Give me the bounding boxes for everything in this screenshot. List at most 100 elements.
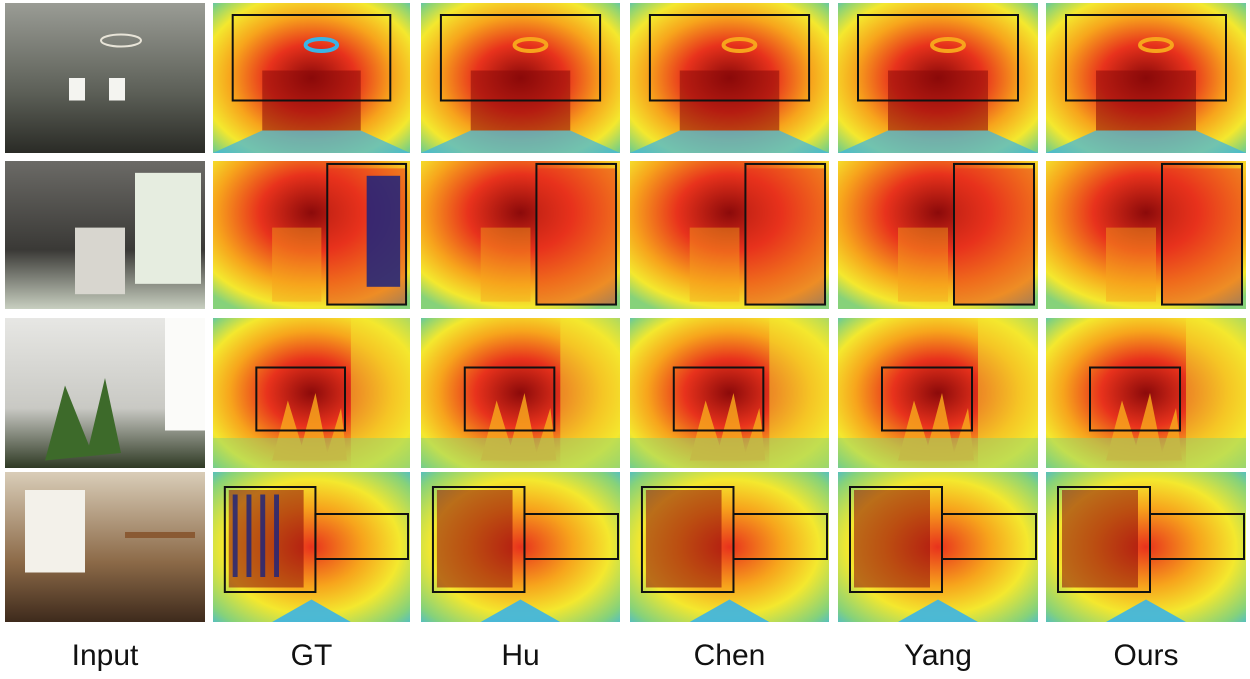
plant [689,393,766,461]
tile-image [213,318,410,468]
tile-input-row-4 [5,472,205,622]
floor [838,130,1038,153]
tile-hu-row-2 [421,161,620,309]
window-region [1162,168,1242,305]
window-wall [560,318,620,468]
tile-image [213,161,410,309]
highlight-box [857,14,1019,102]
ring-lamp [100,33,142,48]
tile-image [838,318,1038,468]
floor [838,438,1038,468]
window-recess [228,490,304,588]
window-region [536,168,617,305]
tile-yang-row-2 [838,161,1038,309]
window-recess [854,490,930,588]
tile-gt-row-3 [213,318,410,468]
plant [1106,393,1182,461]
shelf [75,227,125,295]
highlight-box [314,513,410,560]
window-wall [350,318,410,468]
tile-hu-row-4 [421,472,620,622]
tile-image [5,318,205,468]
highlight-box [523,513,620,560]
highlight-box [463,366,556,432]
invalid-depth [274,494,279,577]
tile-image [838,472,1038,622]
tile-ours-row-3 [1046,318,1246,468]
tile-input-row-1 [5,3,205,153]
tile-image [421,318,620,468]
tile-ours-row-2 [1046,161,1246,309]
window-wall [1186,318,1246,468]
window-recess [645,490,722,588]
tile-image [1046,472,1246,622]
shelf [689,227,740,302]
tile-image [213,3,410,153]
floor [630,130,829,153]
window-region [954,168,1034,305]
tile-yang-row-1 [838,3,1038,153]
ring-lamp [721,37,758,53]
window-recess [436,490,513,588]
table [898,599,978,622]
window-wall [769,318,829,468]
tile-ours-row-1 [1046,3,1246,153]
column-label-ours: Ours [1113,639,1179,672]
ring-lamp [303,37,340,53]
floor [421,130,620,153]
highlight-box [672,366,765,432]
wall-shelf [125,532,195,538]
tile-image [421,161,620,309]
highlight-box [881,366,973,432]
window [69,78,85,101]
tile-chen-row-1 [630,3,829,153]
window-region [745,168,826,305]
tile-image [1046,318,1246,468]
highlight-box [744,162,827,306]
floor [630,438,829,468]
highlight-box [953,162,1035,306]
tile-image [630,472,829,622]
highlight-box [1089,366,1181,432]
tile-hu-row-1 [421,3,620,153]
photo-background [5,3,205,153]
plant [898,393,974,461]
invalid-depth [246,494,252,577]
highlight-box [1161,162,1243,306]
tile-ours-row-4 [1046,472,1246,622]
invalid-depth [232,494,238,577]
table [1106,599,1186,622]
floor [213,438,410,468]
plant [480,393,557,461]
table [689,599,770,622]
tile-image [630,3,829,153]
highlight-box [231,14,392,102]
window [135,172,201,284]
ring-lamp [930,37,966,53]
column-label-gt: GT [290,639,333,672]
tile-image [421,3,620,153]
window-wall [978,318,1038,468]
tile-image [838,161,1038,309]
table [480,599,561,622]
tile-hu-row-3 [421,318,620,468]
window-recess [1062,490,1138,588]
plant [45,378,121,461]
window [109,78,125,101]
tile-chen-row-4 [630,472,829,622]
tile-image [5,472,205,622]
tile-image [5,3,205,153]
tile-image [421,472,620,622]
ring-lamp [512,37,549,53]
shelf [272,227,322,302]
highlight-box [326,162,408,306]
tile-gt-row-2 [213,161,410,309]
shelf [898,227,948,302]
column-label-hu: Hu [501,639,540,672]
tile-image [838,3,1038,153]
table [272,599,351,622]
floor [1046,130,1246,153]
tile-yang-row-4 [838,472,1038,622]
tile-gt-row-4 [213,472,410,622]
highlight-box [648,14,811,102]
